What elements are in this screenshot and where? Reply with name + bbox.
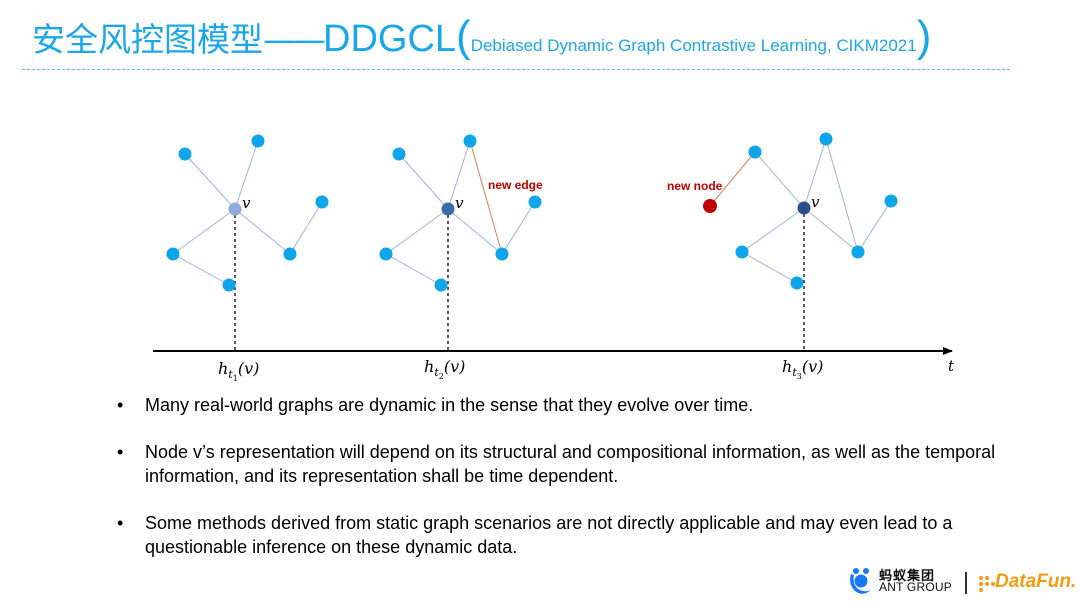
graph-node	[735, 245, 749, 259]
graph-node	[819, 132, 833, 146]
ant-group-en: ANT GROUP	[879, 580, 952, 594]
bullet-text: Node v’s representation will depend on i…	[145, 442, 996, 486]
logo-divider	[965, 572, 967, 594]
graph-node	[463, 134, 477, 148]
datafun-logo-text: DataFun.	[995, 571, 1077, 592]
graph-node	[851, 245, 865, 259]
bullet-marker: •	[117, 442, 124, 462]
graph-node	[495, 247, 509, 261]
center-node-v	[797, 201, 811, 215]
bullet-item: • Many real-world graphs are dynamic in …	[117, 393, 1027, 417]
graph-snapshot-2: v new edge	[379, 134, 543, 352]
snapshot-label-3: ht3(v)	[782, 357, 823, 381]
new-node	[703, 199, 717, 213]
title-divider	[22, 69, 1010, 70]
snapshot-label-1: ht1(v)	[218, 359, 259, 383]
datafun-logo-icon	[979, 576, 995, 592]
graph-node	[315, 195, 329, 209]
node-v-label: v	[811, 193, 820, 211]
title-chinese: 安全风控图模型	[32, 20, 263, 59]
page-title: 安全风控图模型——DDGCL(Debiased Dynamic Graph Co…	[32, 12, 931, 62]
bullet-marker: •	[117, 513, 124, 533]
bullet-item: • Node v’s representation will depend on…	[117, 440, 1027, 488]
center-node-v	[228, 202, 242, 216]
new-node-label: new node	[667, 179, 723, 193]
graph-snapshot-1: v	[166, 134, 329, 352]
new-edge-label: new edge	[488, 178, 543, 192]
title-close-paren: )	[916, 12, 932, 61]
graph-node	[379, 247, 393, 261]
graph-node	[166, 247, 180, 261]
graph-node	[528, 195, 542, 209]
bullet-list: • Many real-world graphs are dynamic in …	[117, 393, 1027, 582]
ant-group-cn: 蚂蚁集团	[879, 569, 936, 584]
graph-snapshot-3: v new node	[667, 132, 898, 352]
graph-node	[392, 147, 406, 161]
new-edge	[469, 140, 503, 255]
title-model: DDGCL	[323, 18, 457, 60]
ant-group-logo-icon	[850, 568, 871, 594]
new-node-edge	[709, 151, 756, 207]
title-open-paren: (	[456, 12, 471, 61]
bullet-item: • Some methods derived from static graph…	[117, 511, 1027, 559]
graph-node	[283, 247, 297, 261]
graph-node	[790, 276, 804, 290]
graph-node	[222, 278, 236, 292]
graph-node	[178, 147, 192, 161]
dynamic-graph-diagram: v v new edge	[153, 132, 955, 383]
graph-node	[884, 194, 898, 208]
title-dash: ——	[263, 20, 326, 59]
center-node-v	[441, 202, 455, 216]
graph-node	[434, 278, 448, 292]
snapshot-label-2: ht2(v)	[424, 357, 465, 381]
node-v-label: v	[242, 194, 251, 212]
bullet-text: Many real-world graphs are dynamic in th…	[145, 395, 754, 415]
bullet-text: Some methods derived from static graph s…	[145, 513, 953, 557]
title-subtitle: Debiased Dynamic Graph Contrastive Learn…	[470, 36, 917, 55]
node-v-label: v	[455, 194, 464, 212]
graph-node	[251, 134, 265, 148]
footer-logos: 蚂蚁集团 ANT GROUP DataFun.	[845, 562, 1080, 602]
graph-node	[748, 145, 762, 159]
bullet-marker: •	[117, 395, 124, 415]
time-axis-label: t	[948, 357, 955, 375]
